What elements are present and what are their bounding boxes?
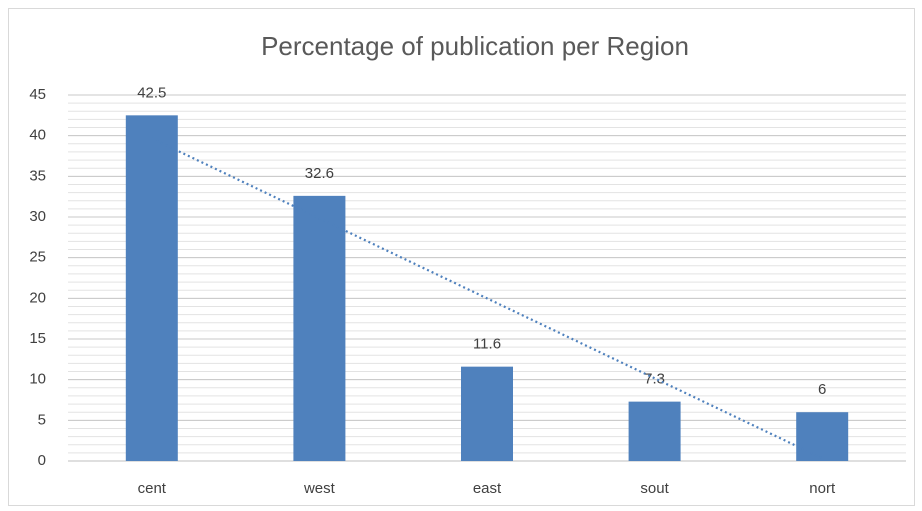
x-tick-label: west [303, 480, 336, 497]
bar [293, 195, 346, 461]
y-tick-label: 15 [29, 330, 46, 347]
data-label: 11.6 [473, 336, 501, 353]
y-tick-label: 5 [38, 411, 46, 428]
bar [628, 401, 681, 461]
chart-title: Percentage of publication per Region [261, 31, 689, 61]
y-tick-label: 45 [29, 86, 46, 103]
y-tick-label: 10 [29, 371, 46, 388]
y-tick-label: 40 [29, 127, 46, 144]
x-tick-label: nort [809, 480, 836, 497]
y-tick-label: 20 [29, 289, 46, 306]
trendline [151, 137, 823, 460]
bar [796, 412, 849, 461]
y-tick-label: 25 [29, 249, 46, 266]
bar [461, 366, 513, 461]
x-tick-label: cent [138, 480, 167, 497]
y-tick-label: 30 [29, 208, 46, 225]
data-label: 7.3 [644, 371, 665, 388]
y-tick-label: 0 [38, 452, 46, 469]
y-tick-label: 35 [29, 167, 46, 184]
data-label: 32.6 [305, 165, 334, 182]
bar [125, 115, 178, 461]
x-tick-label: east [473, 480, 502, 497]
x-tick-label: sout [640, 480, 669, 497]
data-label: 6 [818, 381, 826, 398]
data-label: 42.5 [137, 84, 166, 101]
